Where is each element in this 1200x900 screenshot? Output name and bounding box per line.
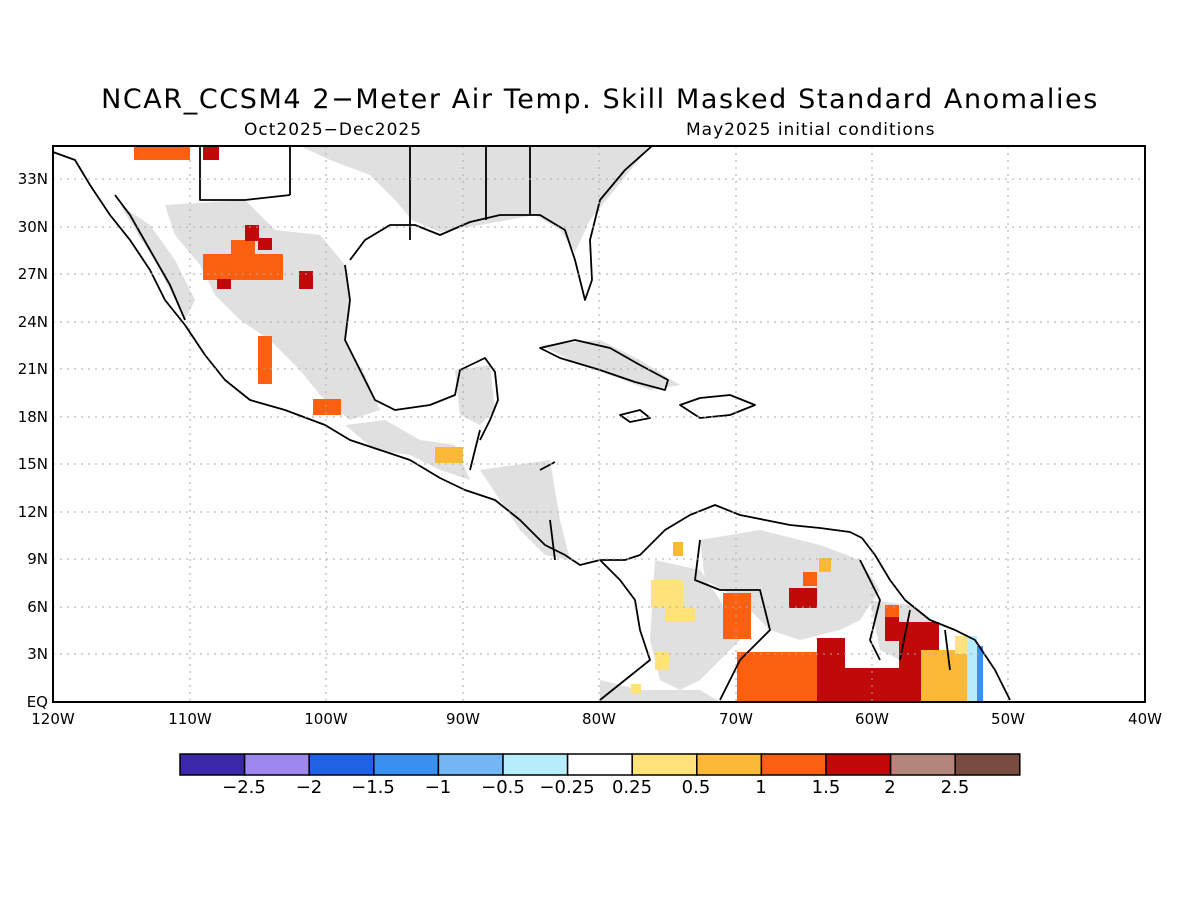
colorbar-label: 1.5 xyxy=(812,777,841,798)
mask-central-america xyxy=(480,460,570,560)
colorbar: −2.5 −2 −1.5 −1 −0.5 −0.25 0.25 0.5 1 1.… xyxy=(179,753,1021,798)
mask-southeast-us xyxy=(300,146,650,252)
colorbar-swatch xyxy=(760,753,827,776)
lat-tick-label: 33N xyxy=(18,170,48,188)
lon-tick-label: 80W xyxy=(582,710,616,728)
lon-tick-label: 90W xyxy=(446,710,480,728)
colorbar-label: 2.5 xyxy=(941,777,970,798)
lon-axis: 120W 110W 100W 90W 80W 70W 60W 50W 40W xyxy=(31,710,1162,728)
lat-tick-label: EQ xyxy=(27,693,48,711)
lon-tick-label: 100W xyxy=(304,710,348,728)
colorbar-swatch xyxy=(179,753,246,776)
forecast-period: Oct2025−Dec2025 xyxy=(244,120,423,140)
lat-tick-label: 12N xyxy=(18,503,48,521)
mask-cuba xyxy=(540,340,680,390)
colorbar-swatch xyxy=(243,753,310,776)
colorbar-label: 2 xyxy=(884,777,895,798)
anomaly-cells xyxy=(134,146,983,702)
colorbar-swatch xyxy=(308,753,375,776)
initial-conditions: May2025 initial conditions xyxy=(686,120,936,140)
colorbar-swatch xyxy=(696,753,763,776)
colorbar-swatches xyxy=(179,753,1021,776)
lon-tick-label: 120W xyxy=(31,710,75,728)
colorbar-swatch xyxy=(825,753,892,776)
lat-tick-label: 21N xyxy=(18,360,48,378)
colorbar-swatch xyxy=(437,753,504,776)
mask-mexico-south xyxy=(345,420,470,480)
graticule xyxy=(53,146,1145,702)
colorbar-label: −1.5 xyxy=(351,777,395,798)
colorbar-label: −1 xyxy=(425,777,452,798)
colorbar-swatch xyxy=(889,753,956,776)
colorbar-label: −2.5 xyxy=(222,777,266,798)
lat-tick-label: 6N xyxy=(27,598,48,616)
colorbar-label: 1 xyxy=(755,777,766,798)
colorbar-label: 0.5 xyxy=(682,777,711,798)
skill-mask-layer xyxy=(120,146,930,702)
map-title: NCAR_CCSM4 2−Meter Air Temp. Skill Maske… xyxy=(101,84,1099,115)
lon-tick-label: 50W xyxy=(991,710,1025,728)
lat-tick-label: 15N xyxy=(18,455,48,473)
lon-tick-label: 110W xyxy=(168,710,212,728)
lat-tick-label: 9N xyxy=(27,550,48,568)
lat-tick-label: 30N xyxy=(18,218,48,236)
mask-amazon xyxy=(600,680,720,702)
colorbar-label: −0.25 xyxy=(539,777,594,798)
colorbar-label: −0.5 xyxy=(481,777,525,798)
colorbar-swatch xyxy=(502,753,569,776)
lat-tick-label: 27N xyxy=(18,265,48,283)
lon-tick-label: 70W xyxy=(719,710,753,728)
lon-tick-label: 60W xyxy=(855,710,889,728)
lat-tick-label: 18N xyxy=(18,408,48,426)
lat-axis: 33N 30N 27N 24N 21N 18N 15N 12N 9N 6N 3N… xyxy=(18,170,48,711)
colorbar-label: −2 xyxy=(296,777,323,798)
colorbar-swatch xyxy=(954,753,1021,776)
colorbar-label: 0.25 xyxy=(612,777,652,798)
map-area xyxy=(53,146,1145,702)
coastlines xyxy=(53,146,1011,701)
colorbar-swatch xyxy=(373,753,440,776)
mask-mexico-north xyxy=(165,200,380,420)
mask-venezuela xyxy=(700,530,880,640)
lat-tick-label: 3N xyxy=(27,645,48,663)
colorbar-swatch xyxy=(566,753,633,776)
lat-tick-label: 24N xyxy=(18,313,48,331)
map-frame xyxy=(52,145,1146,703)
colorbar-labels: −2.5 −2 −1.5 −1 −0.5 −0.25 0.25 0.5 1 1.… xyxy=(222,777,969,798)
mask-yucatan xyxy=(455,365,495,425)
lon-tick-label: 40W xyxy=(1128,710,1162,728)
colorbar-swatch xyxy=(631,753,698,776)
